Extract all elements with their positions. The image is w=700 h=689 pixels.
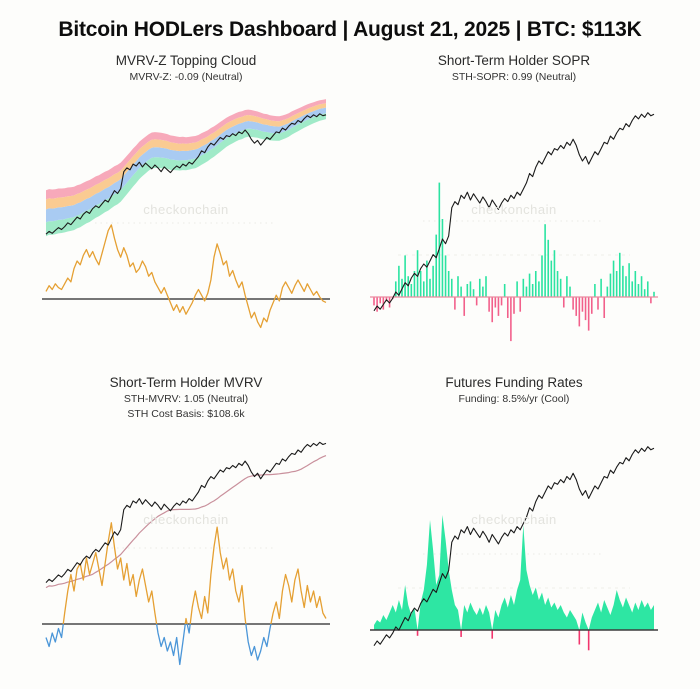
panel-futures-funding: Futures Funding Rates Funding: 8.5%/yr (… [362,374,666,674]
panel-mvrv-z-topping-cloud: MVRV-Z Topping Cloud MVRV-Z: -0.09 (Neut… [34,52,338,348]
panel-title: Futures Funding Rates [445,375,583,390]
mvrv-z-topping-cloud-chart [42,99,330,329]
panel-title: MVRV-Z Topping Cloud [115,53,257,68]
panel-sth-mvrv: Short-Term Holder MVRV STH-MVRV: 1.05 (N… [34,374,338,674]
dashboard-title: Bitcoin HODLers Dashboard | August 21, 2… [58,18,642,41]
panel-header: Short-Term Holder SOPR STH-SOPR: 0.99 (N… [438,52,590,86]
sth-sopr-chart [370,112,658,342]
panel-current-value: STH-SOPR: 0.99 (Neutral) [451,71,577,83]
panel-current-value: MVRV-Z: -0.09 (Neutral) [129,71,243,83]
sth-mvrv-chart [42,441,330,666]
panel-current-value: STH-MVRV: 1.05 (Neutral) [123,393,249,405]
chart-area: checkonchain [368,424,660,674]
chart-area: checkonchain [40,86,332,348]
chart-area: checkonchain [40,424,332,674]
panel-header: MVRV-Z Topping Cloud MVRV-Z: -0.09 (Neut… [116,52,257,86]
chart-grid: MVRV-Z Topping Cloud MVRV-Z: -0.09 (Neut… [0,42,700,674]
panel-cost-basis: STH Cost Basis: $108.6k [127,408,245,420]
panel-title: Short-Term Holder MVRV [109,375,263,390]
panel-header: Short-Term Holder MVRV STH-MVRV: 1.05 (N… [110,374,263,424]
panel-sth-sopr: Short-Term Holder SOPR STH-SOPR: 0.99 (N… [362,52,666,348]
chart-area: checkonchain [368,86,660,348]
panel-header: Futures Funding Rates Funding: 8.5%/yr (… [445,374,582,424]
futures-funding-chart [370,446,658,651]
panel-current-value: Funding: 8.5%/yr (Cool) [458,393,570,405]
panel-title: Short-Term Holder SOPR [437,53,591,68]
